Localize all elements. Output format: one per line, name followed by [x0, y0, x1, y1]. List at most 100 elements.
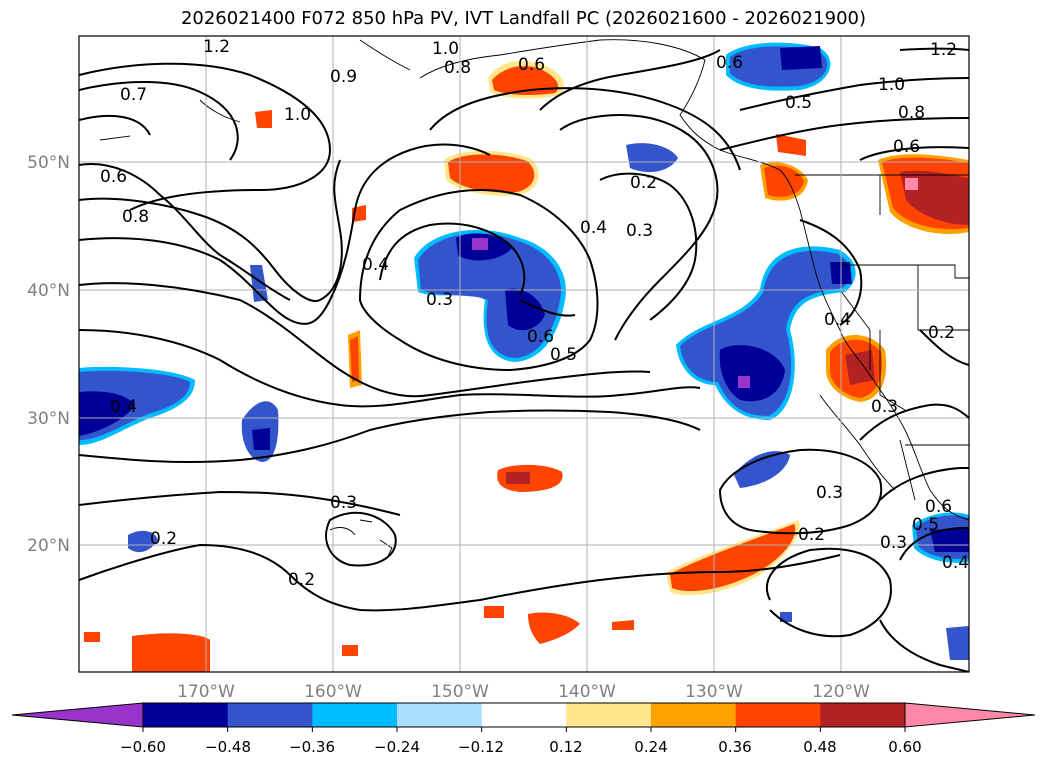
contour-label: 0.5 [785, 93, 812, 113]
contour-label: 0.6 [100, 167, 127, 187]
colorbar-extend-low [11, 702, 144, 728]
lat-label: 40°N [27, 281, 70, 301]
positive-anomaly-region [84, 632, 100, 642]
lat-axis-labels: 50°N 40°N 30°N 20°N [27, 153, 70, 556]
contour-label: 0.9 [330, 67, 357, 87]
map-title: 2026021400 F072 850 hPa PV, IVT Landfall… [180, 8, 867, 29]
negative-anomaly-region [128, 530, 158, 553]
contour-label: 1.2 [930, 40, 957, 60]
contour-label: 0.4 [580, 218, 607, 238]
positive-anomaly-region [905, 178, 918, 190]
contour-label: 0.3 [330, 493, 357, 513]
contour-label: 0.3 [626, 221, 653, 241]
borders [795, 174, 969, 446]
positive-anomaly-region [506, 472, 530, 484]
contour-label: 0.2 [928, 323, 955, 343]
contour-label: 1.2 [203, 37, 230, 57]
colorbar-tick-label: 0.60 [888, 738, 921, 756]
negative-anomaly-region [79, 391, 135, 436]
anomaly-shading [79, 42, 969, 672]
positive-anomaly-region [612, 620, 634, 630]
coastlines [99, 39, 969, 557]
colorbar-segment [820, 703, 906, 727]
positive-anomaly-region [776, 134, 806, 156]
negative-anomaly-region [505, 288, 545, 331]
colorbar-segment [566, 703, 652, 727]
contour-label: 0.3 [426, 290, 453, 310]
contour-label: 0.6 [527, 327, 554, 347]
positive-anomaly-region [492, 66, 559, 95]
lon-axis-labels: 170°W 160°W 150°W 140°W 130°W 120°W [177, 682, 870, 702]
negative-anomaly-region [930, 528, 969, 552]
contour-label: 0.6 [518, 55, 545, 75]
positive-anomaly-region [528, 612, 580, 644]
positive-anomaly-region [132, 633, 210, 672]
colorbar-tick-label: 0.24 [634, 738, 667, 756]
colorbar-extend-high [904, 702, 1036, 728]
contour-label: 0.4 [942, 553, 969, 573]
negative-anomaly-region [738, 376, 750, 388]
contour-label: 1.0 [284, 105, 311, 125]
colorbar-segment [397, 703, 483, 727]
contour-label: 1.0 [432, 39, 459, 59]
colorbar-tick-labels: −0.60 −0.48 −0.36 −0.24 −0.12 0.12 0.24 … [120, 738, 922, 756]
colorbar-tick-label: −0.24 [374, 738, 420, 756]
negative-anomaly-region [946, 626, 969, 660]
contour-label-layer: 1.2 1.0 0.8 0.6 0.9 0.7 0.6 0.8 1.0 0.4 … [100, 37, 969, 590]
colorbar-tick-label: 0.12 [549, 738, 582, 756]
colorbar-segments [11, 702, 1036, 728]
contour-label: 0.2 [798, 525, 825, 545]
contour-label: 0.8 [444, 58, 471, 78]
negative-anomaly-region [780, 612, 792, 622]
contour-label: 0.5 [912, 515, 939, 535]
contour-label: 0.8 [122, 207, 149, 227]
colorbar-segment [735, 703, 821, 727]
gridlines [79, 36, 969, 672]
colorbar-tick-label: −0.12 [458, 738, 504, 756]
positive-anomaly-region [255, 110, 272, 128]
negative-anomaly-region [250, 265, 268, 302]
contour-label: 0.6 [716, 53, 743, 73]
negative-anomaly-region [734, 451, 790, 488]
lat-label: 50°N [27, 153, 70, 173]
lat-label: 30°N [27, 409, 70, 429]
contour-label: 1.0 [878, 75, 905, 95]
positive-anomaly-region [448, 154, 535, 193]
lat-label: 20°N [27, 536, 70, 556]
contour-label: 0.8 [898, 103, 925, 123]
contour-label: 0.2 [630, 173, 657, 193]
contour-label: 0.2 [288, 570, 315, 590]
positive-anomaly-region [484, 606, 504, 618]
contour-label: 0.5 [550, 345, 577, 365]
positive-anomaly-region [764, 165, 804, 197]
contour-label: 0.4 [824, 310, 851, 330]
positive-anomaly-region [845, 350, 875, 385]
positive-anomaly-region [350, 336, 359, 382]
contour-label: 0.3 [880, 533, 907, 553]
contour-label: 0.4 [362, 255, 389, 275]
lon-label: 170°W [177, 682, 235, 702]
lon-label: 160°W [304, 682, 362, 702]
negative-anomaly-region [780, 46, 822, 70]
contour-label: 0.3 [816, 483, 843, 503]
negative-anomaly-region [252, 428, 270, 450]
contour-label: 0.7 [120, 85, 147, 105]
colorbar-tick-label: −0.36 [289, 738, 335, 756]
lon-label: 130°W [685, 682, 743, 702]
colorbar-tick-label: −0.60 [120, 738, 166, 756]
lon-label: 120°W [812, 682, 870, 702]
colorbar-segment [651, 703, 737, 727]
colorbar-segment [227, 703, 313, 727]
contour-label: 0.6 [925, 497, 952, 517]
negative-anomaly-region [472, 238, 488, 250]
contour-label: 0.3 [871, 397, 898, 417]
negative-anomaly-region [719, 345, 785, 402]
colorbar-segment [481, 703, 567, 727]
positive-anomaly-region [670, 524, 796, 592]
colorbar-tick-label: 0.48 [803, 738, 836, 756]
lon-label: 140°W [558, 682, 616, 702]
map-frame [78, 35, 970, 673]
positive-anomaly-region [342, 645, 358, 656]
